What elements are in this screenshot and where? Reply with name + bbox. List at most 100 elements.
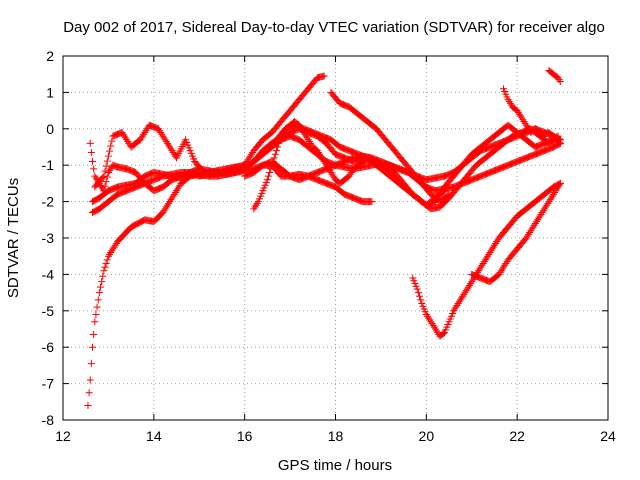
data-point	[445, 190, 453, 198]
data-point	[554, 183, 562, 191]
data-point	[136, 136, 144, 144]
data-point	[546, 196, 554, 204]
data-point	[487, 247, 495, 255]
y-tick-label: -4	[42, 266, 55, 282]
data-point	[535, 214, 543, 222]
data-point	[428, 320, 436, 328]
data-point	[451, 305, 459, 313]
data-point	[317, 152, 325, 160]
data-point	[303, 134, 311, 142]
y-tick-label: 0	[46, 121, 54, 137]
data-point	[138, 132, 146, 140]
data-point	[110, 243, 118, 251]
data-point	[490, 241, 498, 249]
data-point	[84, 401, 92, 409]
x-tick-label: 18	[328, 428, 344, 444]
data-point	[154, 125, 162, 133]
data-point	[314, 148, 322, 156]
data-point	[98, 183, 106, 191]
data-point	[109, 245, 117, 253]
data-point	[165, 199, 173, 207]
data-point	[550, 190, 557, 198]
y-axis-ticks: 2 1 0 -1 -2 -3 -4 -5 -6 -7 -8	[42, 48, 608, 428]
data-point	[530, 221, 538, 229]
data-point	[85, 389, 93, 397]
data-point	[174, 185, 182, 193]
y-tick-label: -1	[42, 157, 55, 173]
data-point	[166, 198, 174, 206]
data-point	[161, 205, 169, 213]
data-point	[321, 159, 329, 167]
data-point	[462, 287, 470, 295]
data-point	[167, 145, 175, 153]
data-point	[521, 119, 529, 127]
data-point	[274, 143, 282, 151]
data-point	[102, 162, 110, 170]
data-point	[538, 209, 546, 217]
data-point	[108, 247, 116, 255]
data-point	[102, 259, 110, 267]
y-axis-label: SDTVAR / TECUs	[5, 178, 22, 298]
data-point	[143, 125, 151, 133]
data-point	[160, 207, 168, 215]
data-point	[320, 72, 328, 80]
data-point	[159, 209, 167, 217]
data-point	[163, 201, 171, 209]
data-point	[522, 121, 530, 129]
data-point	[525, 230, 533, 238]
data-point	[523, 123, 531, 131]
data-point	[430, 323, 438, 331]
data-point	[320, 158, 328, 166]
data-point	[301, 130, 309, 138]
data-point	[265, 172, 273, 180]
data-point	[416, 292, 424, 300]
data-point	[515, 110, 523, 118]
y-tick-label: -3	[42, 230, 55, 246]
data-point	[165, 141, 173, 149]
data-point	[441, 187, 448, 195]
data-point	[106, 147, 114, 155]
data-point	[453, 301, 461, 309]
data-point	[101, 182, 109, 190]
data-point	[166, 143, 174, 151]
data-point	[547, 194, 555, 202]
data-point	[425, 314, 433, 322]
data-point	[346, 170, 354, 178]
data-point	[313, 147, 321, 155]
data-point	[478, 261, 486, 269]
data-point	[459, 292, 467, 300]
data-point	[464, 283, 472, 291]
data-point	[326, 167, 334, 175]
data-point	[276, 136, 284, 144]
data-point	[486, 249, 494, 257]
data-point	[266, 168, 274, 176]
data-point	[171, 189, 179, 196]
data-point	[250, 205, 258, 213]
data-point	[305, 138, 313, 146]
data-point	[531, 125, 539, 133]
data-point	[92, 310, 100, 318]
data-point	[175, 183, 183, 191]
data-point	[90, 165, 98, 173]
series-track-11	[500, 85, 562, 147]
data-point	[246, 152, 254, 160]
data-point	[93, 303, 101, 311]
data-point	[96, 283, 104, 291]
data-point	[518, 114, 526, 122]
data-point	[465, 281, 473, 289]
data-point	[302, 132, 310, 140]
data-point	[481, 256, 489, 264]
data-point	[483, 254, 491, 262]
data-point	[107, 142, 115, 150]
y-tick-label: -2	[42, 194, 55, 210]
data-point	[123, 136, 131, 144]
data-point	[137, 134, 145, 142]
y-tick-label: -7	[42, 376, 55, 392]
series-track-9	[409, 179, 564, 340]
data-point	[328, 170, 336, 178]
data-point	[278, 130, 286, 138]
data-point	[542, 203, 550, 211]
data-marks	[84, 67, 564, 409]
data-point	[170, 150, 178, 158]
data-point	[450, 307, 458, 315]
